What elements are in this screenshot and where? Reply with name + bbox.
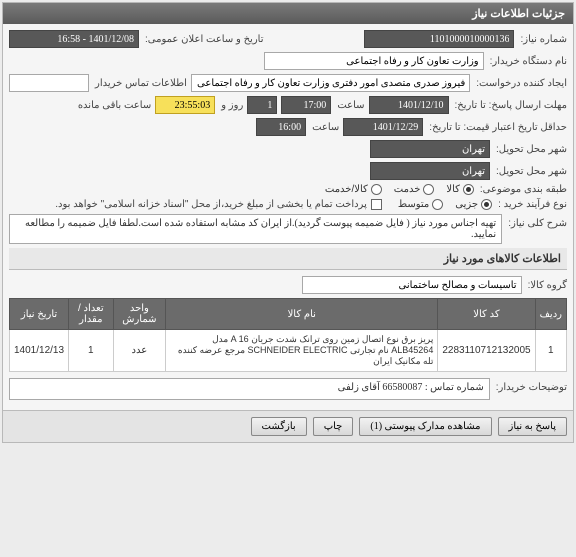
radio-goods-service[interactable]: کالا/خدمت [325, 184, 382, 195]
delivery-city2-label: شهر محل تحویل: [494, 166, 567, 177]
desc-label: شرح کلی نیاز: [506, 214, 567, 229]
days-input [247, 96, 277, 114]
main-panel: جزئیات اطلاعات نیاز شماره نیاز: تاریخ و … [2, 2, 574, 443]
panel-body: شماره نیاز: تاریخ و ساعت اعلان عمومی: نا… [3, 24, 573, 410]
table-row[interactable]: 1 2283110712132005 پریز برق نوع اتصال زم… [10, 330, 567, 372]
td-code: 2283110712132005 [438, 330, 535, 372]
remaining-input [155, 96, 215, 114]
buyer-note-text: شماره تماس : 66580087 آقای زلفی [9, 378, 490, 400]
requester-input [191, 74, 470, 92]
buyer-name-label: نام دستگاه خریدار: [488, 56, 567, 67]
goods-group-input [302, 276, 522, 294]
announce-input [9, 30, 139, 48]
radio-medium-circle [432, 199, 443, 210]
delivery-city-input [370, 140, 490, 158]
row-process: نوع فرآیند خرید : جزیی متوسط پرداخت تمام… [9, 199, 567, 210]
footer-buttons: پاسخ به نیاز مشاهده مدارک پیوستی (1) چاپ… [3, 410, 573, 442]
row-validity: حداقل تاریخ اعتبار قیمت: تا تاریخ: ساعت [9, 118, 567, 136]
td-unit: عدد [113, 330, 166, 372]
row-need-number: شماره نیاز: تاریخ و ساعت اعلان عمومی: [9, 30, 567, 48]
row-buyer: نام دستگاه خریدار: [9, 52, 567, 70]
goods-section-title: اطلاعات کالاهای مورد نیاز [9, 248, 567, 270]
radio-partial-label: جزیی [455, 199, 478, 210]
days-label: روز و [219, 100, 243, 111]
reply-button[interactable]: پاسخ به نیاز [498, 417, 568, 436]
row-buyer-note: توضیحات خریدار: شماره تماس : 66580087 آق… [9, 378, 567, 400]
radio-goods-service-circle [371, 184, 382, 195]
radio-goods[interactable]: کالا [446, 184, 474, 195]
payment-checkbox[interactable] [371, 199, 382, 210]
deadline-time-label: ساعت [335, 100, 364, 111]
radio-partial-circle [481, 199, 492, 210]
delivery-city-label: شهر محل تحویل: [494, 144, 567, 155]
row-deadline: مهلت ارسال پاسخ: تا تاریخ: ساعت روز و سا… [9, 96, 567, 114]
radio-goods-circle [463, 184, 474, 195]
row-delivery-city2: شهر محل تحویل: [9, 162, 567, 180]
deadline-send-label: مهلت ارسال پاسخ: تا تاریخ: [453, 100, 567, 111]
requester-label: ایجاد کننده درخواست: [474, 78, 567, 89]
delivery-city2-input [370, 162, 490, 180]
radio-service[interactable]: خدمت [394, 184, 435, 195]
goods-table-head: ردیف کد کالا نام کالا واحد شمارش تعداد /… [10, 299, 567, 330]
process-label: نوع فرآیند خرید : [496, 199, 567, 210]
radio-goods-label: کالا [446, 184, 460, 195]
radio-medium[interactable]: متوسط [398, 199, 443, 210]
process-radio-group: جزیی متوسط [398, 199, 492, 210]
panel-title: جزئیات اطلاعات نیاز [3, 3, 573, 24]
th-qty: تعداد / مقدار [69, 299, 113, 330]
need-number-label: شماره نیاز: [518, 34, 567, 45]
remaining-label: ساعت باقی مانده [76, 100, 151, 111]
back-button[interactable]: بازگشت [251, 417, 307, 436]
row-desc: شرح کلی نیاز: تهیه اجناس مورد نیاز ( فای… [9, 214, 567, 244]
deadline-date-input [369, 96, 449, 114]
deadline-time-input [281, 96, 331, 114]
radio-goods-service-label: کالا/خدمت [325, 184, 368, 195]
td-name: پریز برق نوع اتصال زمین روی ترانک شدت جر… [166, 330, 438, 372]
print-button[interactable]: چاپ [313, 417, 354, 436]
th-date: تاریخ نیاز [10, 299, 69, 330]
td-row: 1 [535, 330, 566, 372]
row-goods-group: گروه کالا: [9, 276, 567, 294]
buyer-name-input [264, 52, 484, 70]
radio-medium-label: متوسط [398, 199, 429, 210]
validity-time-input [256, 118, 306, 136]
goods-group-label: گروه کالا: [526, 280, 567, 291]
announce-label: تاریخ و ساعت اعلان عمومی: [143, 34, 264, 45]
td-qty: 1 [69, 330, 113, 372]
th-unit: واحد شمارش [113, 299, 166, 330]
goods-table: ردیف کد کالا نام کالا واحد شمارش تعداد /… [9, 298, 567, 372]
row-category: طبقه بندی موضوعی: کالا خدمت کالا/خدمت [9, 184, 567, 195]
th-name: نام کالا [166, 299, 438, 330]
radio-service-circle [423, 184, 434, 195]
attachments-button[interactable]: مشاهده مدارک پیوستی (1) [359, 417, 491, 436]
buyer-note-label: توضیحات خریدار: [494, 378, 567, 393]
row-requester: ایجاد کننده درخواست: اطلاعات تماس خریدار [9, 74, 567, 92]
td-date: 1401/12/13 [10, 330, 69, 372]
validity-date-input [343, 118, 423, 136]
desc-textarea: تهیه اجناس مورد نیاز ( فایل ضمیمه پیوست … [9, 214, 502, 244]
validity-time-label: ساعت [310, 122, 339, 133]
payment-note: پرداخت تمام یا بخشی از مبلغ خرید،از محل … [53, 199, 367, 210]
goods-table-body: 1 2283110712132005 پریز برق نوع اتصال زم… [10, 330, 567, 372]
th-code: کد کالا [438, 299, 535, 330]
contact-info-label: اطلاعات تماس خریدار [93, 78, 187, 89]
need-number-input [364, 30, 514, 48]
validity-label: حداقل تاریخ اعتبار قیمت: تا تاریخ: [427, 122, 567, 133]
radio-partial[interactable]: جزیی [455, 199, 492, 210]
row-delivery-city: شهر محل تحویل: [9, 140, 567, 158]
goods-table-header-row: ردیف کد کالا نام کالا واحد شمارش تعداد /… [10, 299, 567, 330]
contact-info-input [9, 74, 89, 92]
th-row: ردیف [535, 299, 566, 330]
radio-service-label: خدمت [394, 184, 421, 195]
category-radio-group: کالا خدمت کالا/خدمت [325, 184, 474, 195]
category-label: طبقه بندی موضوعی: [478, 184, 567, 195]
